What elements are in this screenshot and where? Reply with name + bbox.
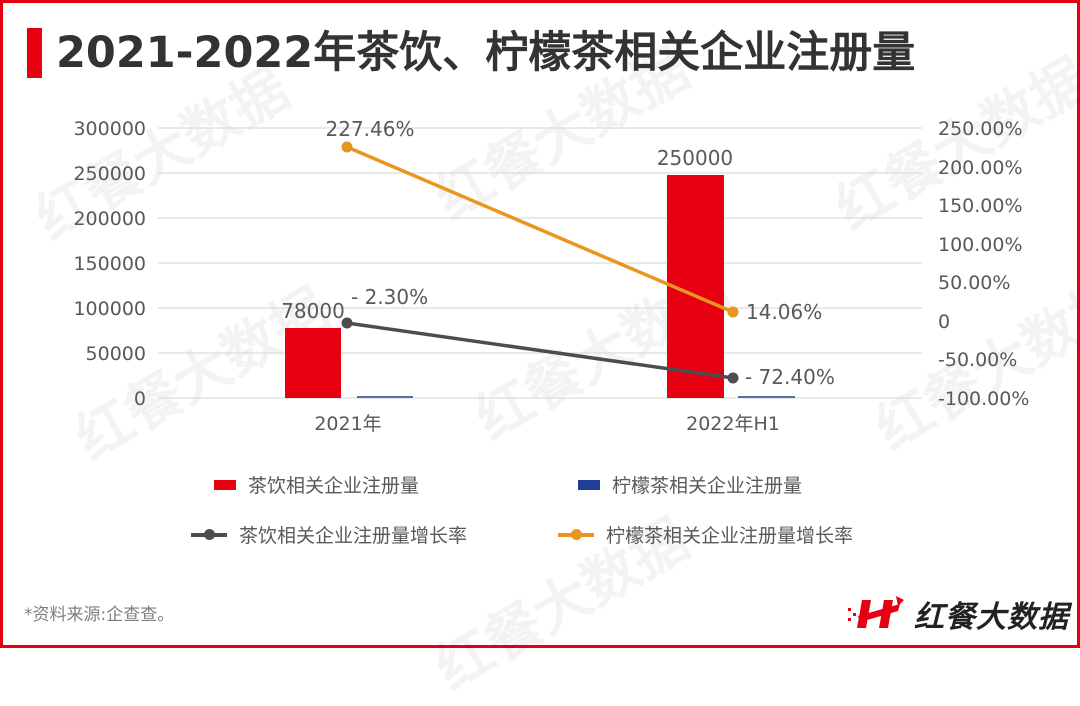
legend-swatch-icon (214, 479, 236, 490)
combo-chart: 300000 250000 200000 150000 100000 50000… (73, 117, 1029, 435)
legend-label: 柠檬茶相关企业注册量 (612, 475, 803, 497)
legend-label: 柠檬茶相关企业注册量增长率 (606, 525, 854, 547)
right-tick: 0 (938, 311, 950, 333)
category-label: 2022年H1 (686, 413, 780, 435)
title-accent-bar (27, 28, 42, 78)
brand-logo: 红餐大数据 (848, 592, 1069, 636)
legend-item-lemon-count: 柠檬茶相关企业注册量 (578, 471, 802, 498)
left-tick: 50000 (86, 343, 146, 365)
right-tick: 50.00% (938, 272, 1010, 294)
left-tick: 100000 (73, 298, 146, 320)
legend-swatch-icon (578, 479, 600, 490)
bar-lemon-2021 (357, 396, 413, 398)
legend-item-tea-growth: 茶饮相关企业注册量增长率 (191, 521, 467, 548)
line-tea-growth (341, 317, 739, 384)
line-label-lemon-2022h1: 14.06% (746, 300, 822, 324)
legend-item-lemon-growth: 柠檬茶相关企业注册量增长率 (558, 521, 853, 548)
right-tick: 250.00% (938, 118, 1023, 140)
brand-h-icon (848, 596, 904, 628)
source-note: *资料来源:企查查。 (24, 605, 175, 625)
bar-label-tea-2022h1: 250000 (657, 146, 733, 170)
right-tick: 200.00% (938, 157, 1023, 179)
right-tick: -100.00% (938, 388, 1029, 410)
legend-label: 茶饮相关企业注册量增长率 (239, 525, 468, 547)
category-label: 2021年 (314, 413, 381, 435)
line-label-lemon-2021: 227.46% (326, 117, 415, 141)
gridlines (158, 127, 922, 399)
line-label-tea-2021: - 2.30% (351, 285, 428, 309)
line-label-tea-2022h1: - 72.40% (745, 365, 835, 389)
bar-label-tea-2021: 78000 (281, 299, 345, 323)
legend-label: 茶饮相关企业注册量 (248, 475, 420, 497)
outer-frame (0, 0, 1080, 648)
legend-line-marker-icon (558, 528, 594, 540)
legend-line-marker-icon (191, 528, 227, 540)
left-tick: 200000 (73, 208, 146, 230)
right-axis: 250.00% 200.00% 150.00% 100.00% 50.00% 0… (938, 118, 1029, 410)
left-tick: 250000 (73, 163, 146, 185)
bar-lemon-2022h1 (738, 396, 795, 398)
brand-name: 红餐大数据 (914, 600, 1069, 635)
left-tick: 0 (134, 388, 146, 410)
bar-tea-2021 (285, 328, 341, 398)
right-tick: -50.00% (938, 349, 1017, 371)
right-tick: 100.00% (938, 234, 1023, 256)
left-tick: 150000 (73, 253, 146, 275)
bars-lemon-tea (357, 396, 795, 398)
legend-item-tea-count: 茶饮相关企业注册量 (214, 471, 419, 498)
line-lemon-growth (341, 141, 739, 318)
right-tick: 150.00% (938, 195, 1023, 217)
left-axis: 300000 250000 200000 150000 100000 50000… (73, 118, 146, 410)
page-title: 2021-2022年茶饮、柠檬茶相关企业注册量 (56, 28, 916, 78)
left-tick: 300000 (73, 118, 146, 140)
